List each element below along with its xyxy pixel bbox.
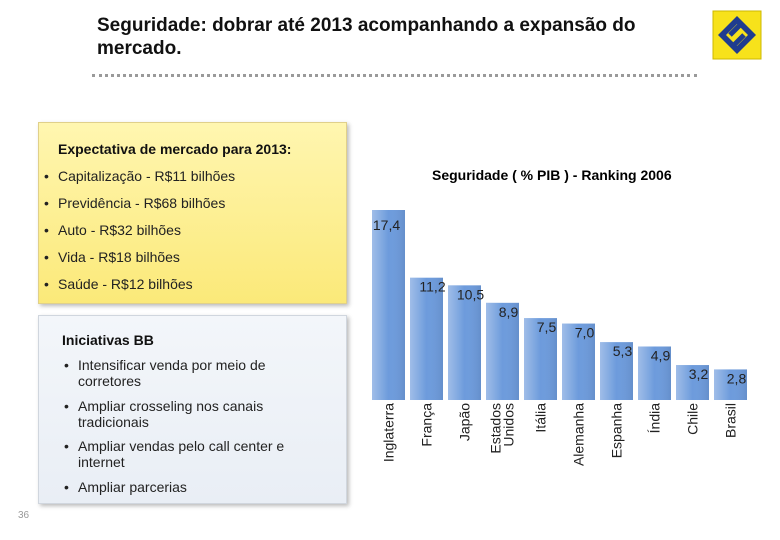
bar-shade	[410, 277, 443, 400]
value-label: 7,5	[537, 319, 557, 335]
value-label: 17,4	[373, 217, 400, 233]
box-title: Expectativa de mercado para 2013:	[58, 141, 292, 157]
bullet: Ampliar vendas pelo call center e intern…	[64, 438, 318, 470]
value-label: 5,3	[613, 343, 633, 359]
value-label: 11,2	[419, 279, 445, 295]
x-tick-label: Chile	[685, 403, 701, 435]
x-tick-label: EstadosUnidos	[488, 403, 517, 454]
value-label: 2,8	[727, 370, 747, 386]
value-label: 3,2	[689, 366, 709, 382]
x-tick-label: Espanha	[609, 403, 625, 458]
divider	[92, 74, 697, 77]
box-title: Iniciativas BB	[62, 332, 154, 348]
bar-shade	[524, 318, 557, 400]
x-tick-label: Inglaterra	[381, 403, 397, 462]
value-label: 10,5	[457, 286, 484, 302]
bullet: Capitalização - R$11 bilhões	[44, 168, 328, 184]
value-label: 8,9	[499, 304, 519, 320]
bar-shade	[600, 342, 633, 400]
chart-title: Seguridade ( % PIB ) - Ranking 2006	[432, 167, 672, 183]
value-label: 4,9	[651, 347, 671, 363]
logo	[712, 10, 762, 60]
x-tick-label: Índia	[647, 403, 663, 434]
bar-shade	[714, 369, 747, 400]
bullet: Ampliar crosseling nos canais tradiciona…	[64, 398, 308, 430]
bullet: Vida - R$18 bilhões	[44, 249, 328, 265]
x-tick-label: França	[419, 403, 435, 447]
market-box	[38, 122, 347, 304]
bar-shade	[676, 365, 709, 400]
bullet: Intensificar venda por meio de corretore…	[64, 357, 308, 389]
bar-shade	[486, 302, 519, 400]
bullet: Previdência - R$68 bilhões	[44, 195, 328, 211]
bar-shade	[562, 323, 595, 400]
bullet: Ampliar parcerias	[64, 479, 308, 495]
bar-shade	[448, 285, 481, 400]
chart: 17,4 Inglaterra 11,2 França 10,5 Japão 8,9 Esta…	[372, 210, 747, 466]
x-tick-label: Alemanha	[571, 403, 587, 466]
x-tick-label: Itália	[533, 403, 549, 433]
x-tick-label: Brasil	[723, 403, 739, 438]
bar-shade	[638, 346, 671, 400]
value-label: 7,0	[575, 325, 595, 341]
page-number: 36	[18, 510, 30, 521]
slide-title: Seguridade: dobrar até 2013 acompanhando…	[97, 15, 636, 59]
bullet: Auto - R$32 bilhões	[44, 222, 328, 238]
x-tick-label: Japão	[457, 403, 473, 441]
bullet: Saúde - R$12 bilhões	[44, 276, 328, 292]
bar-shade	[372, 210, 405, 400]
